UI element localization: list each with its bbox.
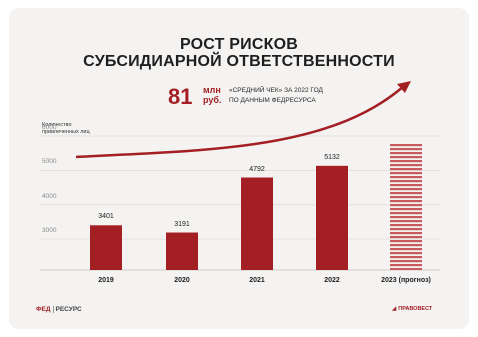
x-tick-label: 2021 bbox=[249, 277, 265, 284]
x-tick-label: 2023 (прогноз) bbox=[381, 277, 431, 284]
x-tick-label: 2020 bbox=[174, 277, 190, 284]
pravovest-logo: ◢ ПРАВОВЕСТ bbox=[392, 306, 432, 312]
chart-title: РОСТ РИСКОВ СУБСИДИАРНОЙ ОТВЕТСТВЕННОСТИ bbox=[0, 36, 478, 70]
trend-arrowhead bbox=[397, 81, 411, 93]
title-line-2: СУБСИДИАРНОЙ ОТВЕТСТВЕННОСТИ bbox=[83, 53, 395, 70]
pravovest-logo-text: ПРАВОВЕСТ bbox=[398, 306, 433, 312]
y-axis-label-line-1: Количество bbox=[42, 122, 72, 128]
x-tick-label: 2022 bbox=[324, 277, 340, 284]
stat-unit-line-1: млн bbox=[203, 85, 221, 95]
logo-divider bbox=[52, 306, 54, 313]
title-line-1: РОСТ РИСКОВ bbox=[180, 36, 298, 53]
y-axis-label-line-2: привлеченных лиц bbox=[42, 129, 90, 135]
stat-unit-line-2: руб. bbox=[203, 95, 222, 105]
trend-arrow bbox=[75, 85, 405, 159]
pravovest-mark-icon: ◢ bbox=[392, 306, 397, 312]
bar-value-label: 5132 bbox=[324, 153, 340, 161]
bar-value-label: 4792 bbox=[249, 165, 265, 173]
y-tick-label: 5000 bbox=[42, 158, 57, 166]
y-tick-label: 3000 bbox=[42, 227, 57, 235]
bar-value-label: 3191 bbox=[174, 220, 190, 228]
forecast-bar bbox=[390, 142, 422, 270]
y-axis-label: Количество привлеченных лиц bbox=[42, 122, 90, 136]
fedresurs-logo-part-b: РЕСУРС bbox=[55, 306, 82, 313]
bar-2019 bbox=[90, 225, 122, 270]
bar-2021 bbox=[241, 177, 273, 270]
bar-2020 bbox=[166, 232, 198, 270]
fedresurs-logo-part-a: ФЕД bbox=[36, 306, 51, 313]
fedresurs-logo: ФЕД РЕСУРС bbox=[36, 306, 82, 313]
bar-2022 bbox=[316, 165, 348, 270]
stat-description: «СРЕДНИЙ ЧЕК» ЗА 2022 ГОД ПО ДАННЫМ ФЕДР… bbox=[229, 86, 323, 106]
stat-unit: млн руб. bbox=[203, 85, 221, 105]
stat-desc-line-1: «СРЕДНИЙ ЧЕК» ЗА 2022 ГОД bbox=[229, 87, 323, 94]
stat-value: 81 bbox=[168, 84, 193, 109]
bar-value-label: 3401 bbox=[98, 213, 114, 221]
y-tick-label: 6000 bbox=[42, 124, 57, 131]
x-tick-label: 2019 bbox=[98, 277, 114, 284]
stat-desc-line-2: ПО ДАННЫМ ФЕДРЕСУРСА bbox=[229, 97, 316, 104]
y-tick-label: 4000 bbox=[42, 192, 57, 200]
